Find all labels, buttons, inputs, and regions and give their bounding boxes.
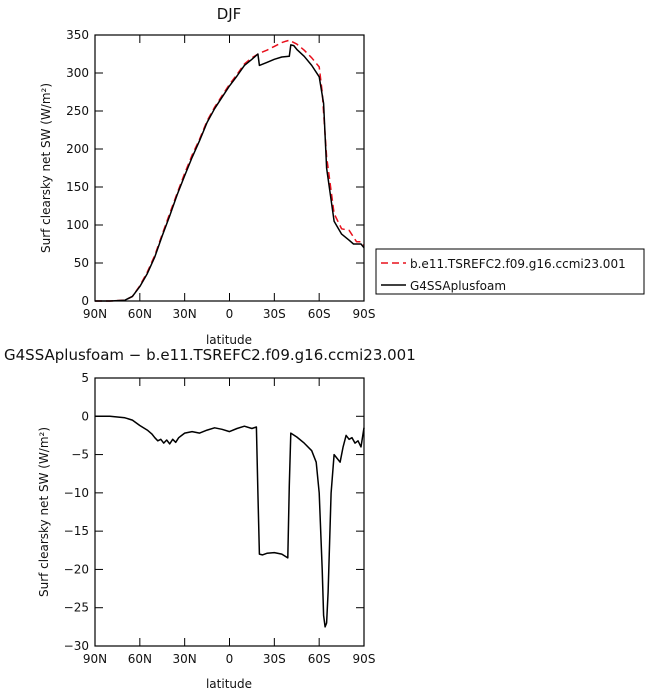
x-tick-label: 30N — [173, 307, 197, 321]
series-line-0 — [95, 39, 365, 302]
top-panel: DJF 0 50 100 150 200 250 300 350 90N 60N 30N 0 30S 6… — [39, 5, 645, 347]
top-panel-x-axis-label: latitude — [206, 333, 252, 347]
y-tick-label: 350 — [66, 28, 89, 42]
x-tick-label: 60S — [308, 652, 331, 666]
x-tick-label: 0 — [226, 307, 234, 321]
top-panel-title: DJF — [217, 5, 242, 23]
series-line-0 — [95, 415, 365, 628]
y-tick-label: −30 — [64, 639, 89, 653]
bottom-panel-series — [95, 415, 365, 628]
bottom-panel-x-ticks: 90N 60N 30N 0 30S 60S 90S — [83, 378, 376, 666]
y-tick-label: −5 — [71, 448, 89, 462]
bottom-panel-y-axis-label: Surf clearsky net SW (W/m²) — [37, 427, 51, 597]
series-line-1 — [95, 44, 365, 302]
bottom-panel-y-ticks: 5 0 −5 −10 −15 −20 −25 −30 — [64, 371, 364, 653]
y-tick-label: 0 — [81, 294, 89, 308]
y-tick-label: −20 — [64, 562, 89, 576]
legend-label-ccmi: b.e11.TSREFC2.f09.g16.ccmi23.001 — [410, 257, 626, 271]
top-panel-y-ticks: 0 50 100 150 200 250 300 350 — [66, 28, 364, 308]
legend-label-g4ssa: G4SSAplusfoam — [410, 279, 506, 293]
top-panel-series — [95, 39, 365, 302]
x-tick-label: 60S — [308, 307, 331, 321]
y-tick-label: 250 — [66, 104, 89, 118]
y-tick-label: 0 — [81, 409, 89, 423]
x-tick-label: 90N — [83, 652, 107, 666]
x-tick-label: 30S — [263, 652, 286, 666]
x-tick-label: 30S — [263, 307, 286, 321]
y-tick-label: 5 — [81, 371, 89, 385]
x-tick-label: 60N — [128, 652, 152, 666]
x-tick-label: 90S — [353, 652, 376, 666]
x-tick-label: 90S — [353, 307, 376, 321]
bottom-panel-title: G4SSAplusfoam − b.e11.TSREFC2.f09.g16.cc… — [4, 346, 416, 364]
y-tick-label: −10 — [64, 486, 89, 500]
bottom-panel-x-axis-label: latitude — [206, 677, 252, 691]
x-tick-label: 0 — [226, 652, 234, 666]
y-tick-label: 100 — [66, 218, 89, 232]
x-tick-label: 60N — [128, 307, 152, 321]
y-tick-label: 300 — [66, 66, 89, 80]
legend-box — [375, 248, 645, 295]
bottom-panel: G4SSAplusfoam − b.e11.TSREFC2.f09.g16.cc… — [4, 346, 416, 691]
top-panel-frame — [94, 34, 365, 302]
y-tick-label: 200 — [66, 142, 89, 156]
top-panel-x-ticks: 90N 60N 30N 0 30S 60S 90S — [83, 35, 376, 321]
x-tick-label: 90N — [83, 307, 107, 321]
y-tick-label: 150 — [66, 180, 89, 194]
y-tick-label: −25 — [64, 601, 89, 615]
top-panel-y-axis-label: Surf clearsky net SW (W/m²) — [39, 83, 53, 253]
x-tick-label: 30N — [173, 652, 197, 666]
top-panel-legend: b.e11.TSREFC2.f09.g16.ccmi23.001 G4SSApl… — [375, 248, 645, 295]
y-tick-label: −15 — [64, 524, 89, 538]
y-tick-label: 50 — [74, 256, 89, 270]
